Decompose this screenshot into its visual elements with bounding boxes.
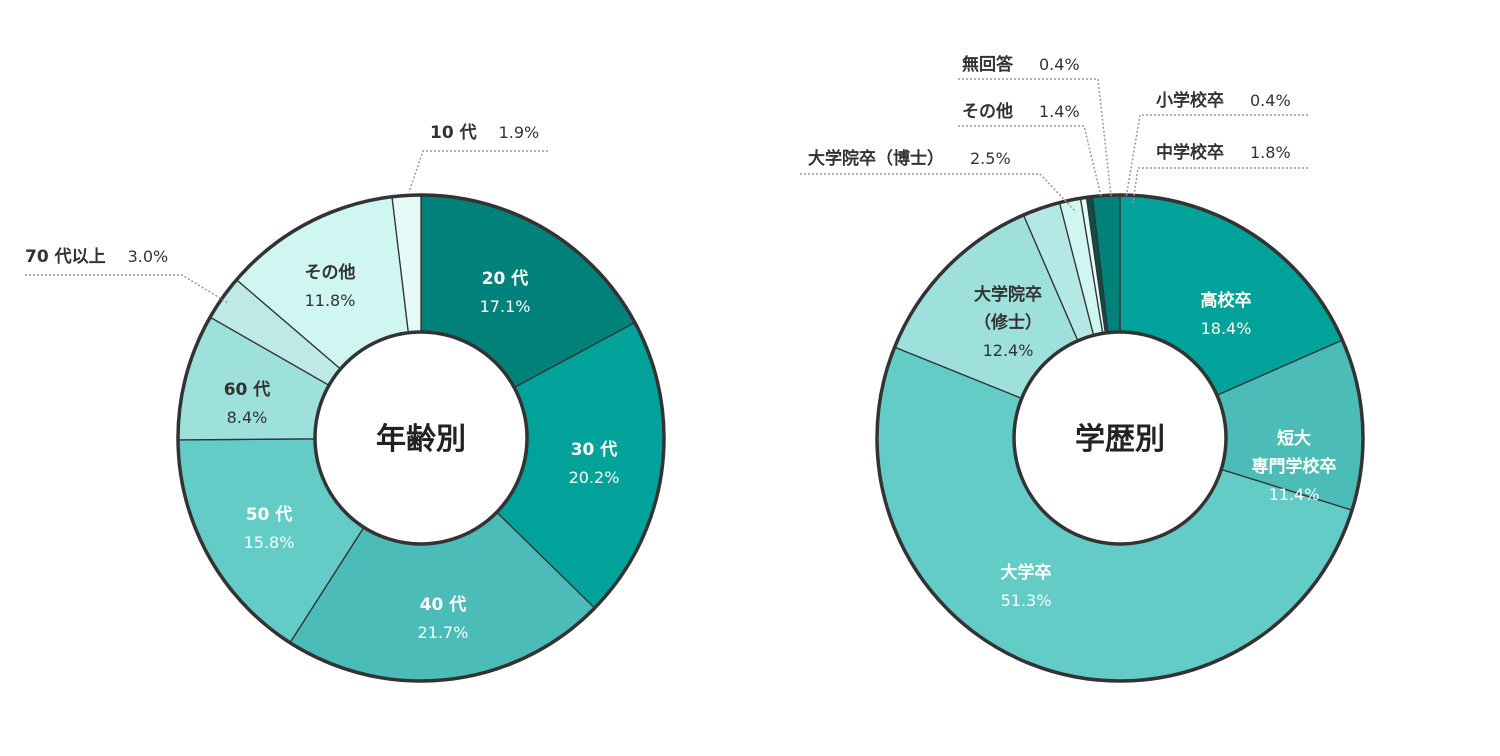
education-leader-line-4 [800, 173, 1077, 213]
age-value-label-1: 20.2% [569, 468, 620, 487]
age-category-label-5: 70 代以上 [25, 246, 106, 267]
age-category-label-0: 20 代 [482, 268, 529, 289]
age-category-label-6: その他 [305, 262, 356, 283]
age-category-label-2: 40 代 [420, 594, 467, 615]
education-value-label-5: 1.4% [1039, 102, 1080, 121]
age-value-label-0: 17.1% [480, 297, 531, 316]
education-category-label-7: 小学校卒 [1156, 90, 1224, 111]
age-value-label-2: 21.7% [418, 623, 469, 642]
age-inner-ring [313, 330, 529, 546]
education-value-label-3: 12.4% [983, 341, 1034, 360]
education-category-label-2: 大学卒 [1001, 562, 1052, 583]
education-leader-line-7 [1125, 114, 1308, 199]
education-category-label-1: 専門学校卒 [1252, 456, 1337, 477]
education-value-label-4: 2.5% [970, 149, 1011, 168]
education-value-label-1: 11.4% [1269, 485, 1320, 504]
education-category-label-8: 中学校卒 [1156, 142, 1224, 163]
age-outer-ring [176, 193, 666, 683]
education-category-label-3: （修士） [974, 312, 1042, 333]
education-leader-line-8 [1132, 167, 1308, 204]
age-category-label-3: 50 代 [246, 504, 293, 525]
education-outer-ring [875, 193, 1365, 683]
education-category-label-4: 大学院卒（博士） [808, 148, 944, 169]
education-category-label-0: 高校卒 [1201, 290, 1252, 311]
education-leader-line-6 [958, 78, 1112, 197]
education-leader-line-5 [958, 125, 1102, 197]
age-donut-chart: 年齢別 20 代 17.1% 30 代 20.2% 40 代 21.7% 50 代 15.8% 6… [25, 122, 666, 683]
education-category-label-6: 無回答 [962, 54, 1014, 75]
age-value-label-6: 11.8% [305, 291, 356, 310]
age-category-label-7: 10 代 [430, 122, 477, 143]
education-value-label-8: 1.8% [1250, 143, 1291, 162]
age-leader-line-7 [408, 150, 548, 193]
education-inner-ring [1012, 330, 1228, 546]
education-value-label-2: 51.3% [1001, 591, 1052, 610]
age-value-label-3: 15.8% [244, 533, 295, 552]
education-category-label-3: 大学院卒 [974, 284, 1042, 305]
education-value-label-6: 0.4% [1039, 55, 1080, 74]
age-category-label-1: 30 代 [571, 439, 618, 460]
age-category-label-4: 60 代 [224, 379, 271, 400]
age-value-label-7: 1.9% [499, 123, 540, 142]
age-value-label-5: 3.0% [128, 247, 169, 266]
education-category-label-1: 短大 [1277, 428, 1311, 449]
education-title: 学歴別 [1075, 422, 1165, 457]
education-category-label-5: その他 [962, 101, 1013, 122]
education-value-label-0: 18.4% [1201, 319, 1252, 338]
education-value-label-7: 0.4% [1250, 91, 1291, 110]
age-value-label-4: 8.4% [227, 408, 268, 427]
age-title: 年齢別 [376, 422, 466, 457]
age-leader-line-5 [25, 274, 229, 304]
